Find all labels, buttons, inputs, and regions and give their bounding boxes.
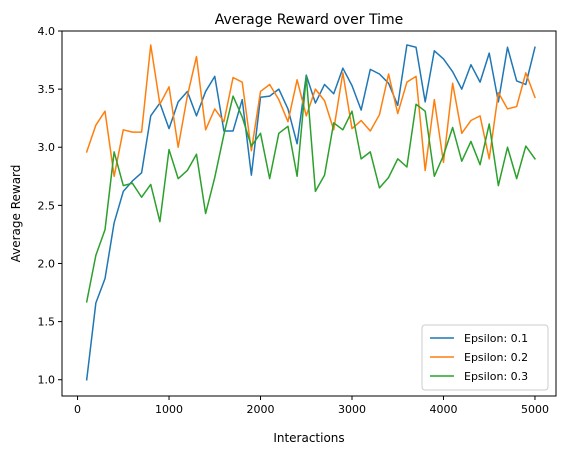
y-tick-label: 2.0 [38,257,56,270]
plot-frame [61,30,557,397]
y-axis-label: Average Reward [9,165,23,263]
x-tick-label: 0 [74,403,81,416]
legend-box [421,324,549,391]
x-tick-label: 1000 [155,403,183,416]
y-tick-label: 1.0 [38,374,56,387]
x-tick-label: 2000 [247,403,275,416]
chart-title: Average Reward over Time [215,12,403,28]
x-tick-label: 3000 [338,403,366,416]
y-tick-label: 3.5 [38,83,56,96]
series-line-2 [85,44,536,178]
x-tick-label: 4000 [429,403,457,416]
legend-label: Epsilon: 0.1 [464,332,528,345]
x-axis: 0 1000 2000 3000 4000 5000 [74,396,549,416]
y-tick-label: 1.5 [38,316,56,329]
y-tick-label: 2.5 [38,199,56,212]
y-axis: 1.0 1.5 2.0 2.5 3.0 3.5 4.0 [38,25,62,387]
series-line-3 [85,75,537,303]
plot-area [85,44,537,381]
y-tick-label: 3.0 [38,141,56,154]
legend-label: Epsilon: 0.2 [464,351,528,364]
legend-label: Epsilon: 0.3 [464,370,528,383]
x-axis-label: Interactions [273,431,344,445]
y-tick-label: 4.0 [38,25,56,38]
series-line-1 [85,44,536,381]
legend: Epsilon: 0.1 Epsilon: 0.2 Epsilon: 0.3 [421,324,549,391]
x-tick-label: 5000 [521,403,549,416]
